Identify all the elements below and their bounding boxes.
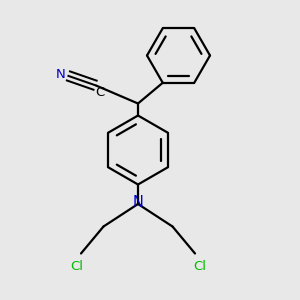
Text: C: C — [95, 85, 104, 99]
Text: N: N — [133, 195, 143, 210]
Text: Cl: Cl — [193, 260, 206, 272]
Text: Cl: Cl — [70, 260, 83, 272]
Text: N: N — [56, 68, 66, 82]
